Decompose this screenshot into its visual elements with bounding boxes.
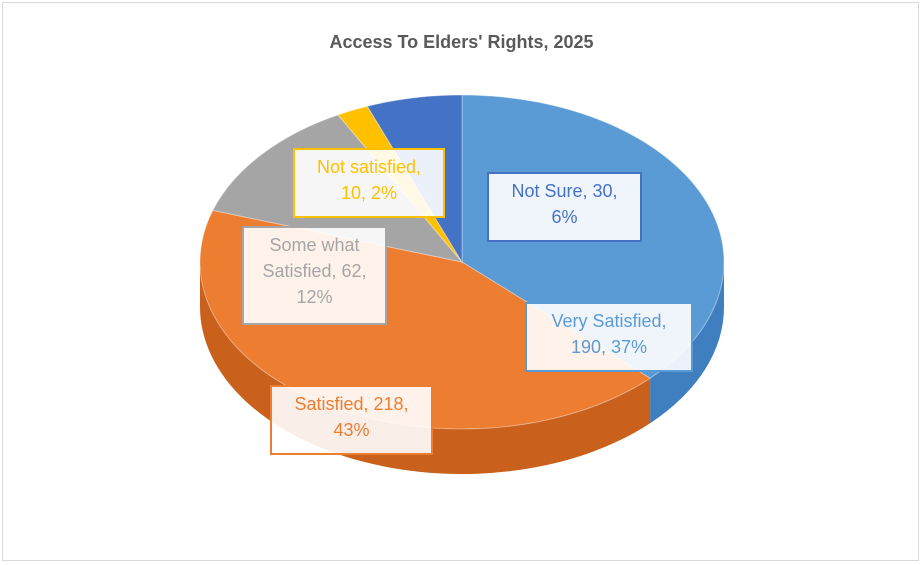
- data-label-line: Satisfied, 218,: [294, 394, 409, 414]
- data-label-line: Not Sure, 30,: [511, 181, 618, 201]
- data-label-line: Some what: [269, 235, 360, 255]
- pie-side-0: [650, 262, 724, 424]
- data-label-line: Satisfied, 62,: [262, 261, 367, 281]
- data-label-line: Not satisfied,: [316, 157, 422, 177]
- data-label-line: 190, 37%: [570, 337, 648, 357]
- data-label-4: Not Sure, 30, 6%: [487, 172, 642, 242]
- data-label-line: 12%: [296, 287, 333, 307]
- data-label-line: 6%: [551, 207, 578, 227]
- data-label-1: Satisfied, 218, 43%: [270, 385, 433, 455]
- data-label-2: Some what Satisfied, 62, 12%: [242, 226, 387, 325]
- data-label-3: Not satisfied, 10, 2%: [293, 148, 445, 218]
- data-label-line: 43%: [333, 420, 370, 440]
- data-label-line: Very Satisfied,: [551, 311, 667, 331]
- data-label-0: Very Satisfied, 190, 37%: [525, 302, 693, 372]
- data-label-line: 10, 2%: [340, 183, 398, 203]
- chart-title: Access To Elders' Rights, 2025: [329, 32, 594, 52]
